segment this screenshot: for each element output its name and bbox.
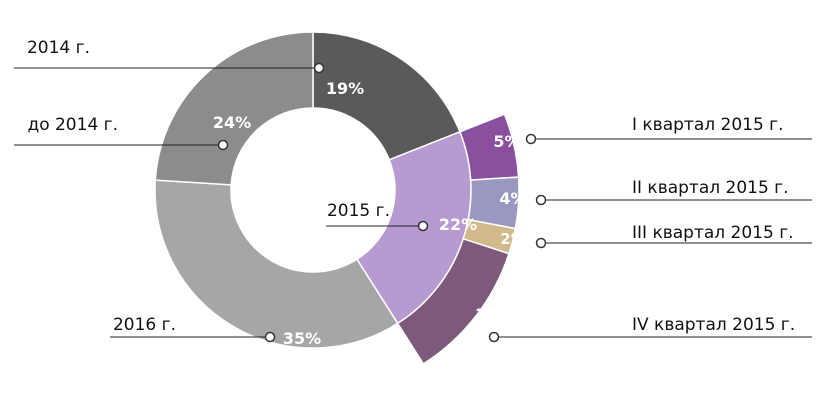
- breakdown-slices: [396, 113, 520, 365]
- marker-2014-г: [313, 62, 325, 74]
- leader-lines: [14, 62, 812, 343]
- slice-до-2014-г: [154, 31, 314, 186]
- marker-breakdown-2: [535, 194, 547, 206]
- label-breakdown-1: I квартал 2015 г.: [632, 115, 784, 135]
- value-2016-г: 35%: [283, 329, 321, 348]
- marker-breakdown-4: [488, 331, 500, 343]
- label-breakdown-3: III квартал 2015 г.: [632, 223, 794, 243]
- breakdown-slice-4: [396, 237, 510, 365]
- value-breakdown-1: 5%: [493, 132, 520, 151]
- marker-2016-г: [264, 331, 276, 343]
- value-2014-г: 19%: [326, 79, 364, 98]
- value-breakdown-2: 4%: [499, 189, 526, 208]
- label-breakdown-4: IV квартал 2015 г.: [632, 315, 795, 335]
- value-breakdown-3: 2%: [500, 230, 525, 248]
- label-breakdown-2: II квартал 2015 г.: [632, 178, 789, 198]
- value-до-2014-г: 24%: [213, 113, 251, 132]
- donut-slices: [154, 31, 472, 349]
- label-2016-г: 2016 г.: [113, 315, 176, 335]
- slice-2014-г: [312, 31, 461, 161]
- slice-labels: 2014 г. 19% 2015 г. 22% 2016 г. 35% до 2014 г.…: [27, 38, 795, 348]
- label-2015-г: 2015 г.: [327, 201, 390, 221]
- value-2015-г: 22%: [439, 215, 477, 234]
- marker-до-2014-г: [217, 139, 229, 151]
- label-до-2014-г: до 2014 г.: [27, 115, 118, 135]
- slice-2016-г: [154, 179, 399, 349]
- marker-2015-г: [417, 220, 429, 232]
- marker-breakdown-1: [525, 133, 537, 145]
- value-breakdown-4: 11%: [475, 305, 513, 324]
- marker-breakdown-3: [535, 237, 547, 249]
- label-2014-г: 2014 г.: [27, 38, 90, 58]
